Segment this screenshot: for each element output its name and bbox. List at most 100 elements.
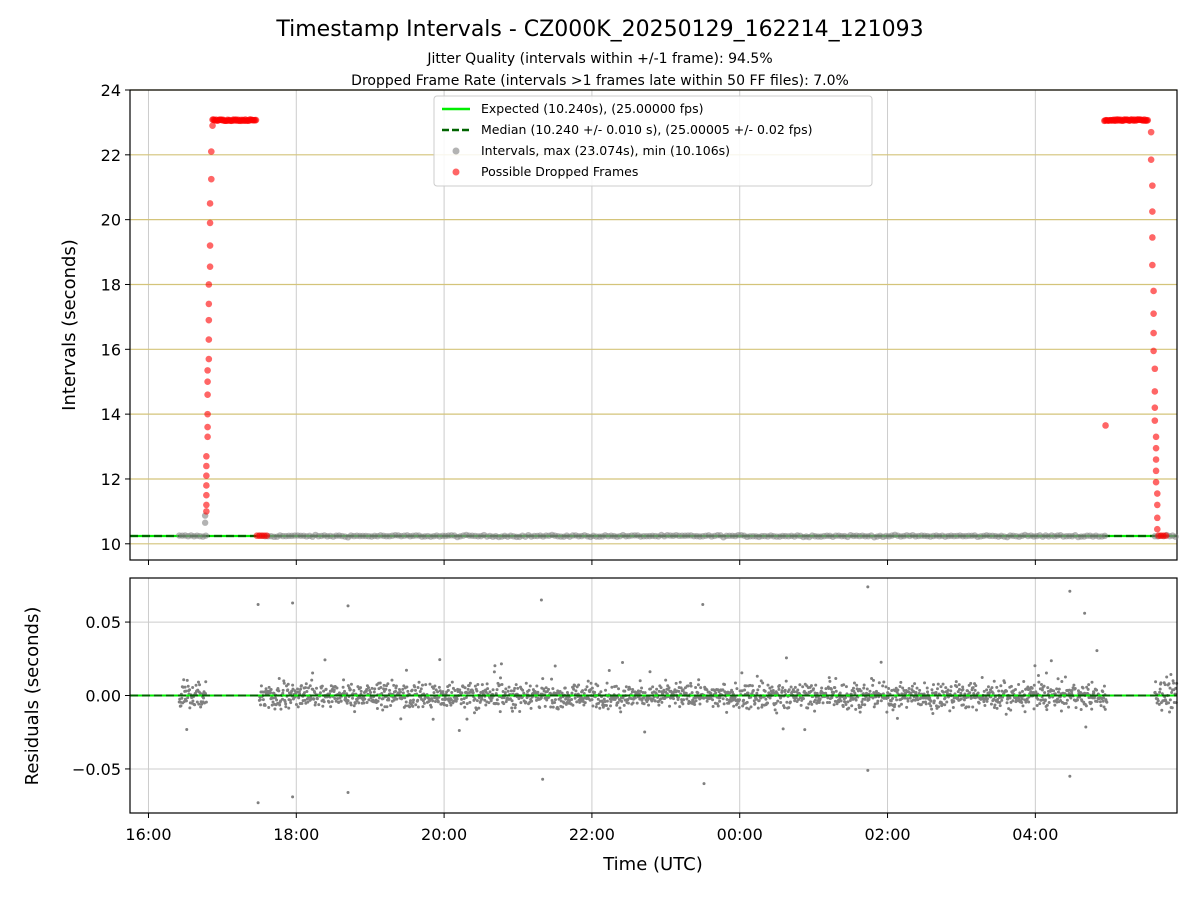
residual-point	[1101, 690, 1105, 694]
residual-point	[824, 687, 828, 691]
residual-point	[905, 705, 909, 709]
residual-point	[915, 686, 919, 690]
residual-point	[593, 690, 597, 694]
dropped-frame-point	[1144, 116, 1152, 124]
residual-point	[525, 696, 529, 700]
dropped-frame-point	[1162, 532, 1170, 539]
residual-point	[284, 705, 288, 709]
residual-point	[983, 703, 987, 707]
intervals-points	[176, 116, 1179, 541]
residual-point	[985, 688, 989, 692]
residual-point	[630, 690, 634, 694]
residual-point	[732, 704, 736, 708]
residual-point	[745, 700, 749, 704]
residual-point	[1055, 687, 1059, 691]
residual-point	[655, 687, 659, 691]
residual-point	[968, 691, 972, 695]
residual-point	[463, 686, 467, 690]
residual-point	[946, 688, 950, 692]
residual-point	[889, 699, 893, 703]
residual-point	[966, 689, 970, 693]
residual-point	[1043, 698, 1047, 702]
residual-point	[183, 685, 187, 689]
residual-point	[746, 691, 750, 695]
residual-point	[394, 689, 398, 693]
residual-point	[185, 727, 189, 731]
dropped-frame-point	[204, 423, 211, 431]
y-tick-label: 22	[101, 146, 121, 165]
residual-point	[282, 681, 286, 685]
interval-point	[1101, 532, 1109, 540]
residual-point	[312, 697, 316, 701]
residual-point	[436, 700, 440, 704]
residual-point	[872, 705, 876, 709]
residual-point	[269, 691, 273, 695]
residual-point	[441, 690, 445, 694]
residual-point	[495, 698, 499, 702]
residual-point	[408, 705, 412, 709]
residual-point	[694, 686, 698, 690]
residual-point	[1000, 689, 1004, 693]
x-tick-label: 02:00	[864, 825, 910, 844]
residual-point	[973, 688, 977, 692]
dropped-frame-point	[1149, 208, 1156, 215]
residual-point	[967, 705, 971, 709]
residual-point	[346, 684, 350, 688]
residual-point	[770, 685, 774, 689]
residual-point	[956, 690, 960, 694]
residual-point	[697, 678, 701, 682]
residual-point	[1036, 673, 1040, 677]
residual-point	[955, 685, 959, 689]
residual-point	[959, 697, 963, 701]
residual-point	[1032, 683, 1036, 687]
residual-point	[271, 696, 275, 700]
residual-point	[369, 691, 373, 695]
residual-point	[1056, 690, 1060, 694]
residual-point	[373, 687, 377, 691]
residual-point	[677, 689, 681, 693]
residual-point	[545, 698, 549, 702]
residual-point	[507, 685, 511, 689]
residual-point	[681, 702, 685, 706]
dropped-frame-point	[1151, 417, 1159, 424]
residual-point	[417, 680, 421, 684]
residual-point	[1005, 701, 1009, 705]
intervals-x-ticks	[147, 560, 1036, 565]
residual-point	[742, 698, 746, 702]
residual-point	[833, 699, 837, 703]
residual-point	[570, 691, 574, 695]
residual-point	[689, 684, 693, 688]
residual-point	[976, 691, 980, 695]
residual-point	[875, 701, 879, 705]
residual-point	[502, 702, 506, 706]
residual-point	[322, 700, 326, 704]
residual-point	[914, 690, 918, 694]
residual-point	[1052, 689, 1056, 693]
y-tick-label: 18	[101, 275, 121, 294]
residuals-y-ticks: 0.05 0.00 −0.05	[72, 613, 130, 779]
residual-point	[728, 690, 732, 694]
residual-point	[701, 602, 705, 606]
residual-point	[572, 687, 576, 691]
residual-point	[614, 684, 618, 688]
chart-title: Timestamp Intervals - CZ000K_20250129_16…	[275, 17, 923, 42]
residual-point	[269, 688, 273, 692]
residual-point	[711, 698, 715, 702]
residual-point	[437, 685, 441, 689]
residual-point	[885, 710, 889, 714]
residual-point	[827, 676, 831, 680]
residual-point	[841, 704, 845, 708]
residual-point	[825, 700, 829, 704]
residual-point	[1167, 701, 1171, 705]
residual-point	[992, 679, 996, 683]
residual-point	[643, 730, 647, 734]
residual-point	[186, 696, 190, 700]
residual-point	[300, 702, 304, 706]
residual-point	[397, 688, 401, 692]
residual-point	[527, 688, 531, 692]
residual-point	[585, 685, 589, 689]
residual-point	[684, 691, 688, 695]
residual-point	[781, 686, 785, 690]
residual-point	[757, 684, 761, 688]
intervals-panel: 10 12 14 16 18 20 22 24 Intervals (seconds) Exp…	[59, 81, 1179, 565]
